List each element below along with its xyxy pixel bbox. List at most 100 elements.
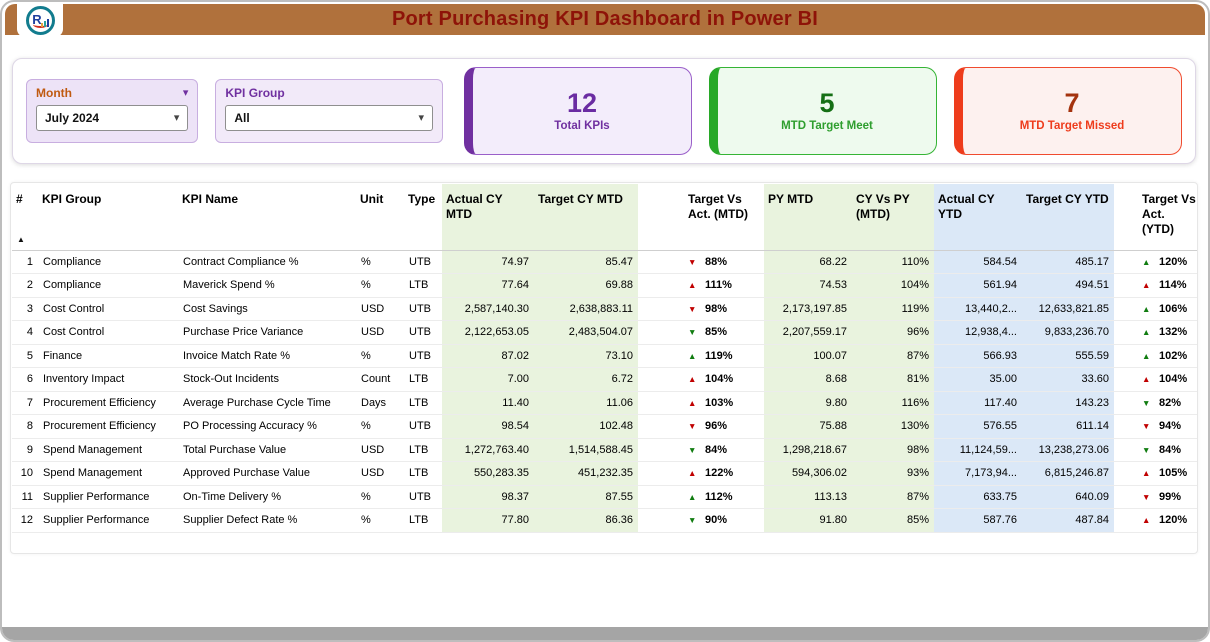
target-vs-actual-ytd-cell: ▼ 99% xyxy=(1114,485,1197,509)
column-header-target-cy-mtd[interactable]: Target CY MTD xyxy=(534,184,638,251)
sort-ascending-icon[interactable]: ▲ xyxy=(17,234,25,244)
column-header-kpi-group[interactable]: KPI Group xyxy=(38,184,178,251)
actual-cy-mtd-cell: 74.97 xyxy=(442,250,534,274)
variance-percent: 132% xyxy=(1159,326,1188,339)
unit-cell: % xyxy=(356,273,404,298)
column-header-kpi-name[interactable]: KPI Name xyxy=(178,184,356,251)
target-vs-actual-mtd-cell: ▲ 103% xyxy=(638,391,764,415)
type-cell: LTB xyxy=(404,508,442,533)
row-number-cell: 9 xyxy=(12,438,38,462)
cy-vs-py-mtd-cell: 130% xyxy=(852,414,934,439)
month-dropdown[interactable]: July 2024 ▾ xyxy=(36,105,189,131)
kpi-group-dropdown[interactable]: All ▾ xyxy=(225,105,433,131)
row-number-cell: 12 xyxy=(12,508,38,533)
cy-vs-py-mtd-cell: 81% xyxy=(852,367,934,392)
unit-cell: USD xyxy=(356,461,404,486)
py-mtd-cell: 74.53 xyxy=(764,273,852,298)
kpi-group-cell: Cost Control xyxy=(38,297,178,321)
arrow-down-icon: ▼ xyxy=(1142,421,1151,432)
column-header-target-vs-actual-mtd[interactable]: Target Vs Act. (MTD) xyxy=(638,184,764,251)
column-header-num[interactable]: # ▲ xyxy=(12,184,38,251)
arrow-down-icon: ▼ xyxy=(1142,397,1151,408)
kpi-name-cell: Approved Purchase Value xyxy=(178,461,356,486)
arrow-up-icon: ▲ xyxy=(1142,327,1151,338)
actual-cy-mtd-cell: 2,122,653.05 xyxy=(442,320,534,345)
py-mtd-cell: 8.68 xyxy=(764,367,852,392)
target-cy-ytd-cell: 611.14 xyxy=(1022,414,1114,439)
type-cell: UTB xyxy=(404,250,442,274)
py-mtd-cell: 100.07 xyxy=(764,344,852,368)
table-row: 12 Supplier Performance Supplier Defect Ra… xyxy=(12,508,1197,533)
target-cy-ytd-cell: 485.17 xyxy=(1022,250,1114,274)
kpi-group-cell: Supplier Performance xyxy=(38,485,178,509)
target-vs-actual-ytd-cell: ▲ 132% xyxy=(1114,320,1197,345)
target-vs-actual-mtd-cell: ▲ 122% xyxy=(638,461,764,486)
actual-cy-mtd-cell: 11.40 xyxy=(442,391,534,415)
py-mtd-cell: 9.80 xyxy=(764,391,852,415)
arrow-down-icon: ▼ xyxy=(688,515,697,526)
column-header-type[interactable]: Type xyxy=(404,184,442,251)
actual-cy-ytd-cell: 117.40 xyxy=(934,391,1022,415)
row-number-cell: 7 xyxy=(12,391,38,415)
table-row: 9 Spend Management Total Purchase Value USD… xyxy=(12,438,1197,462)
row-number-cell: 1 xyxy=(12,250,38,274)
actual-cy-mtd-cell: 2,587,140.30 xyxy=(442,297,534,321)
target-vs-actual-mtd-cell: ▼ 84% xyxy=(638,438,764,462)
variance-percent: 94% xyxy=(1159,420,1182,433)
cy-vs-py-mtd-cell: 104% xyxy=(852,273,934,298)
column-header-py-mtd[interactable]: PY MTD xyxy=(764,184,852,251)
kpi-name-cell: Supplier Defect Rate % xyxy=(178,508,356,533)
column-header-actual-cy-ytd[interactable]: Actual CY YTD xyxy=(934,184,1022,251)
kpi-group-dropdown-value: All xyxy=(234,111,250,125)
target-vs-actual-mtd-cell: ▼ 98% xyxy=(638,297,764,321)
bottom-scroll-area[interactable] xyxy=(2,627,1208,640)
type-cell: LTB xyxy=(404,367,442,392)
arrow-up-icon: ▲ xyxy=(1142,515,1151,526)
target-cy-ytd-cell: 640.09 xyxy=(1022,485,1114,509)
kpi-name-cell: Average Purchase Cycle Time xyxy=(178,391,356,415)
actual-cy-ytd-cell: 633.75 xyxy=(934,485,1022,509)
mtd-target-missed-card: 7 MTD Target Missed xyxy=(954,67,1182,155)
actual-cy-ytd-cell: 35.00 xyxy=(934,367,1022,392)
actual-cy-mtd-cell: 77.64 xyxy=(442,273,534,298)
variance-percent: 96% xyxy=(705,420,728,433)
column-header-cy-vs-py-mtd[interactable]: CY Vs PY (MTD) xyxy=(852,184,934,251)
target-vs-actual-mtd-cell: ▲ 111% xyxy=(638,273,764,298)
target-cy-ytd-cell: 555.59 xyxy=(1022,344,1114,368)
arrow-up-icon: ▲ xyxy=(1142,303,1151,314)
actual-cy-ytd-cell: 13,440,2... xyxy=(934,297,1022,321)
target-cy-mtd-cell: 1,514,588.45 xyxy=(534,438,638,462)
actual-cy-mtd-cell: 7.00 xyxy=(442,367,534,392)
arrow-up-icon: ▲ xyxy=(1142,350,1151,361)
row-number-cell: 10 xyxy=(12,461,38,486)
row-number-cell: 6 xyxy=(12,367,38,392)
arrow-down-icon: ▼ xyxy=(1142,491,1151,502)
variance-percent: 99% xyxy=(1159,490,1182,503)
chevron-down-icon[interactable]: ▾ xyxy=(182,86,189,99)
kpi-group-cell: Supplier Performance xyxy=(38,508,178,533)
variance-percent: 84% xyxy=(1159,443,1182,456)
target-vs-actual-ytd-cell: ▼ 82% xyxy=(1114,391,1197,415)
target-cy-ytd-cell: 6,815,246.87 xyxy=(1022,461,1114,486)
total-kpis-value: 12 xyxy=(566,88,598,118)
chevron-down-icon: ▾ xyxy=(173,111,180,124)
actual-cy-mtd-cell: 98.54 xyxy=(442,414,534,439)
target-vs-actual-mtd-cell: ▼ 90% xyxy=(638,508,764,533)
type-cell: UTB xyxy=(404,320,442,345)
actual-cy-mtd-cell: 77.80 xyxy=(442,508,534,533)
variance-percent: 120% xyxy=(1159,514,1188,527)
py-mtd-cell: 2,173,197.85 xyxy=(764,297,852,321)
type-cell: LTB xyxy=(404,438,442,462)
column-header-unit[interactable]: Unit xyxy=(356,184,404,251)
cy-vs-py-mtd-cell: 87% xyxy=(852,344,934,368)
column-header-target-cy-ytd[interactable]: Target CY YTD xyxy=(1022,184,1114,251)
unit-cell: % xyxy=(356,250,404,274)
target-cy-mtd-cell: 2,483,504.07 xyxy=(534,320,638,345)
arrow-down-icon: ▼ xyxy=(688,444,697,455)
column-header-target-vs-actual-ytd[interactable]: Target Vs Act. (YTD) xyxy=(1114,184,1197,251)
column-header-actual-cy-mtd[interactable]: Actual CY MTD xyxy=(442,184,534,251)
arrow-up-icon: ▲ xyxy=(1142,280,1151,291)
unit-cell: % xyxy=(356,414,404,439)
table-row: 6 Inventory Impact Stock-Out Incidents Coun… xyxy=(12,367,1197,392)
actual-cy-mtd-cell: 87.02 xyxy=(442,344,534,368)
